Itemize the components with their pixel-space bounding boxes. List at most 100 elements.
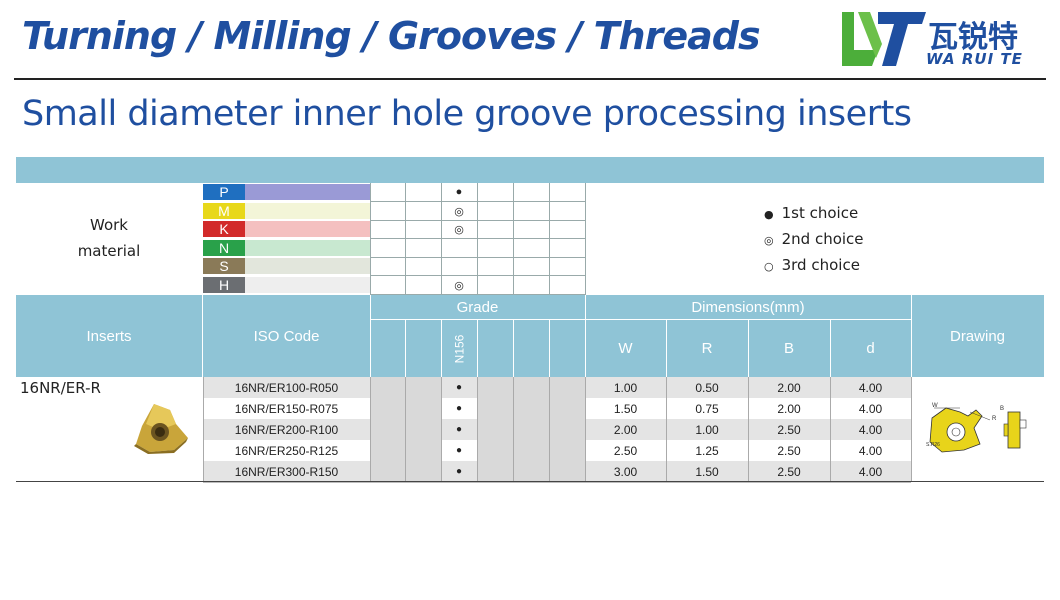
material-letter-h: H [203, 277, 245, 293]
material-grade-mark-s [441, 257, 477, 275]
iso-code-cell: 16NR/ER200-R100 [234, 422, 339, 437]
material-grade-mark-p: ● [455, 186, 463, 198]
grade-name-n156: N156 [452, 334, 466, 363]
dim-header-b: B [783, 340, 794, 357]
dim-r-cell: 0.50 [695, 380, 719, 395]
col-header-drawing: Drawing [949, 327, 1006, 345]
insert-series-name: 16NR/ER-R [20, 379, 101, 397]
grade-cell-empty [405, 419, 441, 440]
dim-d-cell: 4.00 [858, 443, 883, 458]
svg-text:B: B [1000, 406, 1004, 412]
material-grade-mark-n [441, 239, 477, 257]
svg-text:R: R [992, 416, 997, 422]
dim-r-cell: 1.50 [695, 464, 719, 479]
work-material-label-line2: material [77, 242, 141, 260]
legend-item-3rd: ○ 3rd choice [764, 256, 860, 274]
material-grade-mark-m: ◎ [454, 205, 464, 218]
material-letter-n: N [203, 240, 245, 256]
dim-header-w: W [618, 340, 633, 357]
dim-r-cell: 1.00 [695, 422, 719, 437]
page-subtitle: Small diameter inner hole groove process… [22, 94, 912, 134]
grade-cell-empty [477, 377, 513, 398]
table-top-band [16, 157, 1044, 183]
work-material-label-line1: Work [90, 216, 128, 234]
grade-cell-empty [370, 398, 405, 419]
logo-english-name: WA RUI TE [926, 50, 1023, 68]
grade-cell-empty [513, 419, 549, 440]
dim-header-r: R [701, 340, 713, 357]
grade-cell-empty [405, 377, 441, 398]
material-bar-p [245, 184, 370, 200]
dim-w-cell: 1.50 [613, 401, 638, 416]
header-divider [14, 78, 1046, 80]
grade-cell-empty [477, 440, 513, 461]
grade-mark-cell: ● [455, 403, 463, 414]
col-header-iso-code: ISO Code [253, 327, 320, 345]
dim-r-cell: 1.25 [695, 443, 719, 458]
grade-cell-empty [549, 461, 585, 482]
material-letter-p: P [203, 184, 245, 200]
grade-cell-empty [549, 440, 585, 461]
grade-cell-empty [477, 461, 513, 482]
dim-b-cell: 2.50 [777, 464, 801, 479]
dim-d-cell: 4.00 [858, 380, 883, 395]
dim-d-cell: 4.00 [858, 422, 883, 437]
grade-cell-empty [549, 419, 585, 440]
dim-d-cell: 4.00 [858, 401, 883, 416]
col-header-dimensions: Dimensions(mm) [691, 298, 805, 316]
material-bar-s [245, 258, 370, 274]
dim-b-cell: 2.00 [777, 401, 801, 416]
grade-cell-empty [477, 419, 513, 440]
insert-technical-drawing: W R S.R26 B [926, 403, 1027, 453]
grade-cell-empty [513, 440, 549, 461]
dim-w-cell: 3.00 [613, 464, 638, 479]
grade-mark-cell: ● [455, 445, 463, 456]
grade-cell-empty [370, 440, 405, 461]
dim-b-cell: 2.50 [777, 422, 801, 437]
grade-cell-empty [549, 398, 585, 419]
iso-code-cell: 16NR/ER150-R075 [234, 401, 339, 416]
material-bar-k [245, 221, 370, 237]
dim-w-cell: 2.00 [613, 422, 638, 437]
dim-header-d: d [866, 340, 875, 357]
grade-cell-empty [513, 398, 549, 419]
material-bar-n [245, 240, 370, 256]
grade-cell-empty [405, 461, 441, 482]
grade-cell-empty [370, 461, 405, 482]
svg-text:S.R26: S.R26 [926, 442, 940, 448]
material-grade-mark-k: ◎ [454, 223, 464, 236]
iso-code-cell: 16NR/ER100-R050 [234, 380, 339, 395]
dim-r-cell: 0.75 [695, 401, 719, 416]
material-grade-mark-h: ◎ [454, 279, 464, 292]
dim-d-cell: 4.00 [858, 464, 883, 479]
grade-cell-empty [513, 377, 549, 398]
grade-mark-cell: ● [455, 424, 463, 435]
col-header-grade: Grade [456, 298, 499, 316]
dim-b-cell: 2.50 [777, 443, 801, 458]
grade-cell-empty [370, 377, 405, 398]
logo-mark-icon [842, 12, 926, 66]
iso-code-cell: 16NR/ER250-R125 [234, 443, 339, 458]
iso-code-cell: 16NR/ER300-R150 [234, 464, 339, 479]
page-header-title: Turning / Milling / Grooves / Threads [22, 14, 761, 58]
grade-cell-empty [405, 398, 441, 419]
table-bottom-rule [16, 481, 1044, 482]
material-bar-h [245, 277, 370, 293]
dim-w-cell: 2.50 [613, 443, 638, 458]
table-header-band [16, 295, 1044, 377]
material-letter-m: M [203, 203, 245, 219]
material-bar-m [245, 203, 370, 219]
col-header-inserts: Inserts [86, 327, 132, 345]
insert-product-image [134, 404, 188, 454]
dim-b-cell: 2.00 [777, 380, 801, 395]
company-logo: 瓦锐特 WA RUI TE [838, 10, 1038, 70]
grade-cell-empty [513, 461, 549, 482]
svg-text:W: W [932, 403, 938, 409]
grade-mark-cell: ● [455, 382, 463, 393]
dim-w-cell: 1.00 [613, 380, 638, 395]
logo-chinese-name: 瓦锐特 [928, 20, 1018, 55]
grade-cell-empty [370, 419, 405, 440]
legend-item-2nd: ◎ 2nd choice [764, 230, 864, 248]
grade-cell-empty [549, 377, 585, 398]
grade-cell-empty [477, 398, 513, 419]
